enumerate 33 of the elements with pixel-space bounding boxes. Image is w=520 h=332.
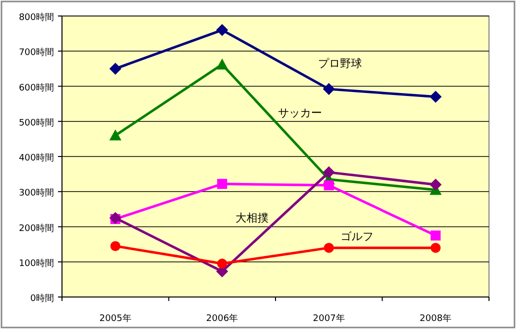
y-tick-label: 400時間	[18, 152, 54, 164]
point	[216, 58, 228, 70]
point	[430, 242, 441, 253]
series-label: プロ野球	[318, 57, 362, 70]
point	[110, 241, 120, 252]
y-tick-label: 200時間	[18, 222, 54, 234]
y-tick-label: 0時間	[30, 293, 54, 304]
point	[217, 258, 228, 269]
point	[216, 24, 228, 36]
point	[430, 178, 442, 191]
x-tick-label: 2007年	[312, 313, 345, 324]
x-tick-label: 2008年	[420, 313, 452, 324]
point	[430, 90, 442, 103]
series-label: ゴルフ	[340, 230, 374, 243]
point	[109, 129, 122, 140]
y-tick-label: 800時間	[18, 12, 54, 23]
x-tick-label: 2005年	[99, 313, 132, 324]
point	[322, 83, 335, 96]
y-tick-label: 700時間	[18, 47, 54, 58]
point	[217, 178, 228, 189]
series-label: 大相撲	[236, 211, 269, 224]
point	[109, 212, 122, 224]
x-tick-label: 2006年	[206, 313, 238, 324]
series-label: サッカー	[278, 106, 322, 120]
point	[430, 230, 441, 241]
y-tick-label: 600時間	[18, 82, 54, 94]
point	[324, 242, 334, 253]
point	[109, 62, 122, 75]
point	[324, 180, 334, 190]
y-tick-label: 300時間	[18, 188, 54, 199]
y-tick-label: 500時間	[18, 117, 54, 128]
y-tick-label: 100時間	[18, 258, 54, 269]
point	[322, 166, 335, 178]
